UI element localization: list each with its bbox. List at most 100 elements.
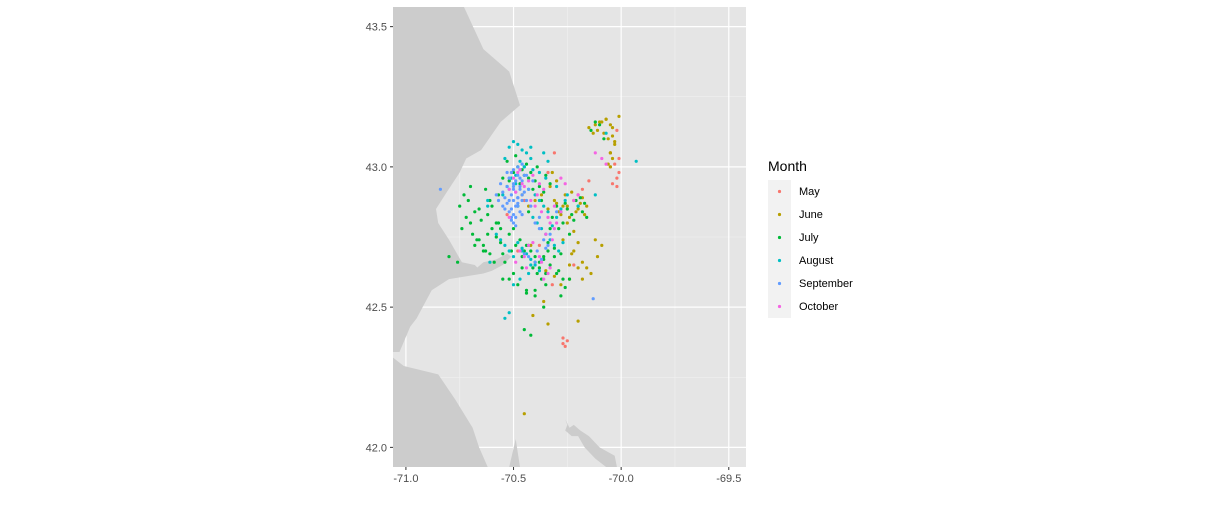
data-point [514,204,518,208]
data-point [533,260,537,264]
data-point [503,207,507,211]
data-point [548,263,552,267]
data-point [634,159,638,163]
data-point [550,238,554,242]
data-point [593,120,597,124]
data-point [542,190,546,194]
data-point [587,126,591,130]
legend-label: July [799,232,819,244]
data-point [524,266,529,270]
data-point [578,201,582,205]
data-point [567,232,572,236]
data-point [576,204,580,208]
data-point [468,184,473,189]
legend-key-point [777,235,782,240]
data-point [503,316,507,320]
data-point [559,210,563,214]
data-point [496,221,501,225]
data-point [511,176,516,180]
data-point [511,213,516,217]
data-point [468,221,473,225]
data-point [572,229,576,233]
data-point [600,156,604,161]
data-point [466,198,470,203]
data-point [537,255,542,259]
data-point [527,243,531,247]
data-point [527,255,531,259]
data-point [608,123,613,127]
data-point [555,204,559,208]
data-point [542,299,546,304]
data-point [563,182,567,186]
data-point [501,277,505,281]
data-point [546,215,550,219]
data-point [604,162,608,166]
data-point [488,252,492,256]
data-point [593,238,597,242]
data-point [524,291,529,295]
data-point [552,243,557,247]
data-point [524,252,529,256]
data-point [555,179,559,183]
data-point [561,221,565,225]
data-point [539,210,544,214]
data-point [516,201,520,205]
data-point [589,128,593,132]
data-point [511,140,516,144]
data-point [501,176,505,180]
data-point [520,198,524,203]
data-point [546,207,550,211]
data-point [542,238,546,242]
data-point [535,193,539,197]
data-point [548,266,552,270]
data-point [486,232,490,236]
data-point [565,339,569,343]
land-polygon [393,357,488,467]
data-point [511,227,516,231]
data-point [509,207,513,211]
data-point [481,249,485,253]
land-polygon [565,419,617,467]
data-point [542,255,546,259]
data-point [507,277,511,281]
data-point [458,204,462,208]
data-point [602,131,606,135]
data-point [546,271,550,276]
data-point [550,215,554,219]
legend-key-point [777,189,782,194]
data-point [456,260,460,264]
data-point [516,241,520,245]
data-point [524,288,529,292]
data-point [595,255,600,259]
data-point [555,184,559,189]
data-point [507,215,511,219]
land-polygon [393,7,520,352]
data-point [499,238,503,242]
legend-label: June [799,209,823,221]
data-point [516,142,520,146]
data-point [518,187,522,191]
data-point [587,179,591,183]
data-point [490,204,494,208]
data-point [548,227,552,231]
data-point [550,224,554,228]
data-point [531,168,535,172]
legend-label: August [799,255,833,267]
data-point [511,283,516,287]
data-point [492,260,496,264]
data-point [527,179,531,183]
data-point [531,241,535,245]
data-point [522,249,526,253]
data-point [595,128,600,132]
data-point [527,210,531,214]
data-point [559,283,563,287]
data-point [503,243,507,247]
data-point [516,283,520,287]
legend-label: May [799,186,820,198]
data-point [473,210,477,214]
data-point [572,218,576,222]
data-point [548,232,552,236]
data-point [615,184,619,189]
legend-label: September [799,278,853,290]
data-point [559,213,563,217]
